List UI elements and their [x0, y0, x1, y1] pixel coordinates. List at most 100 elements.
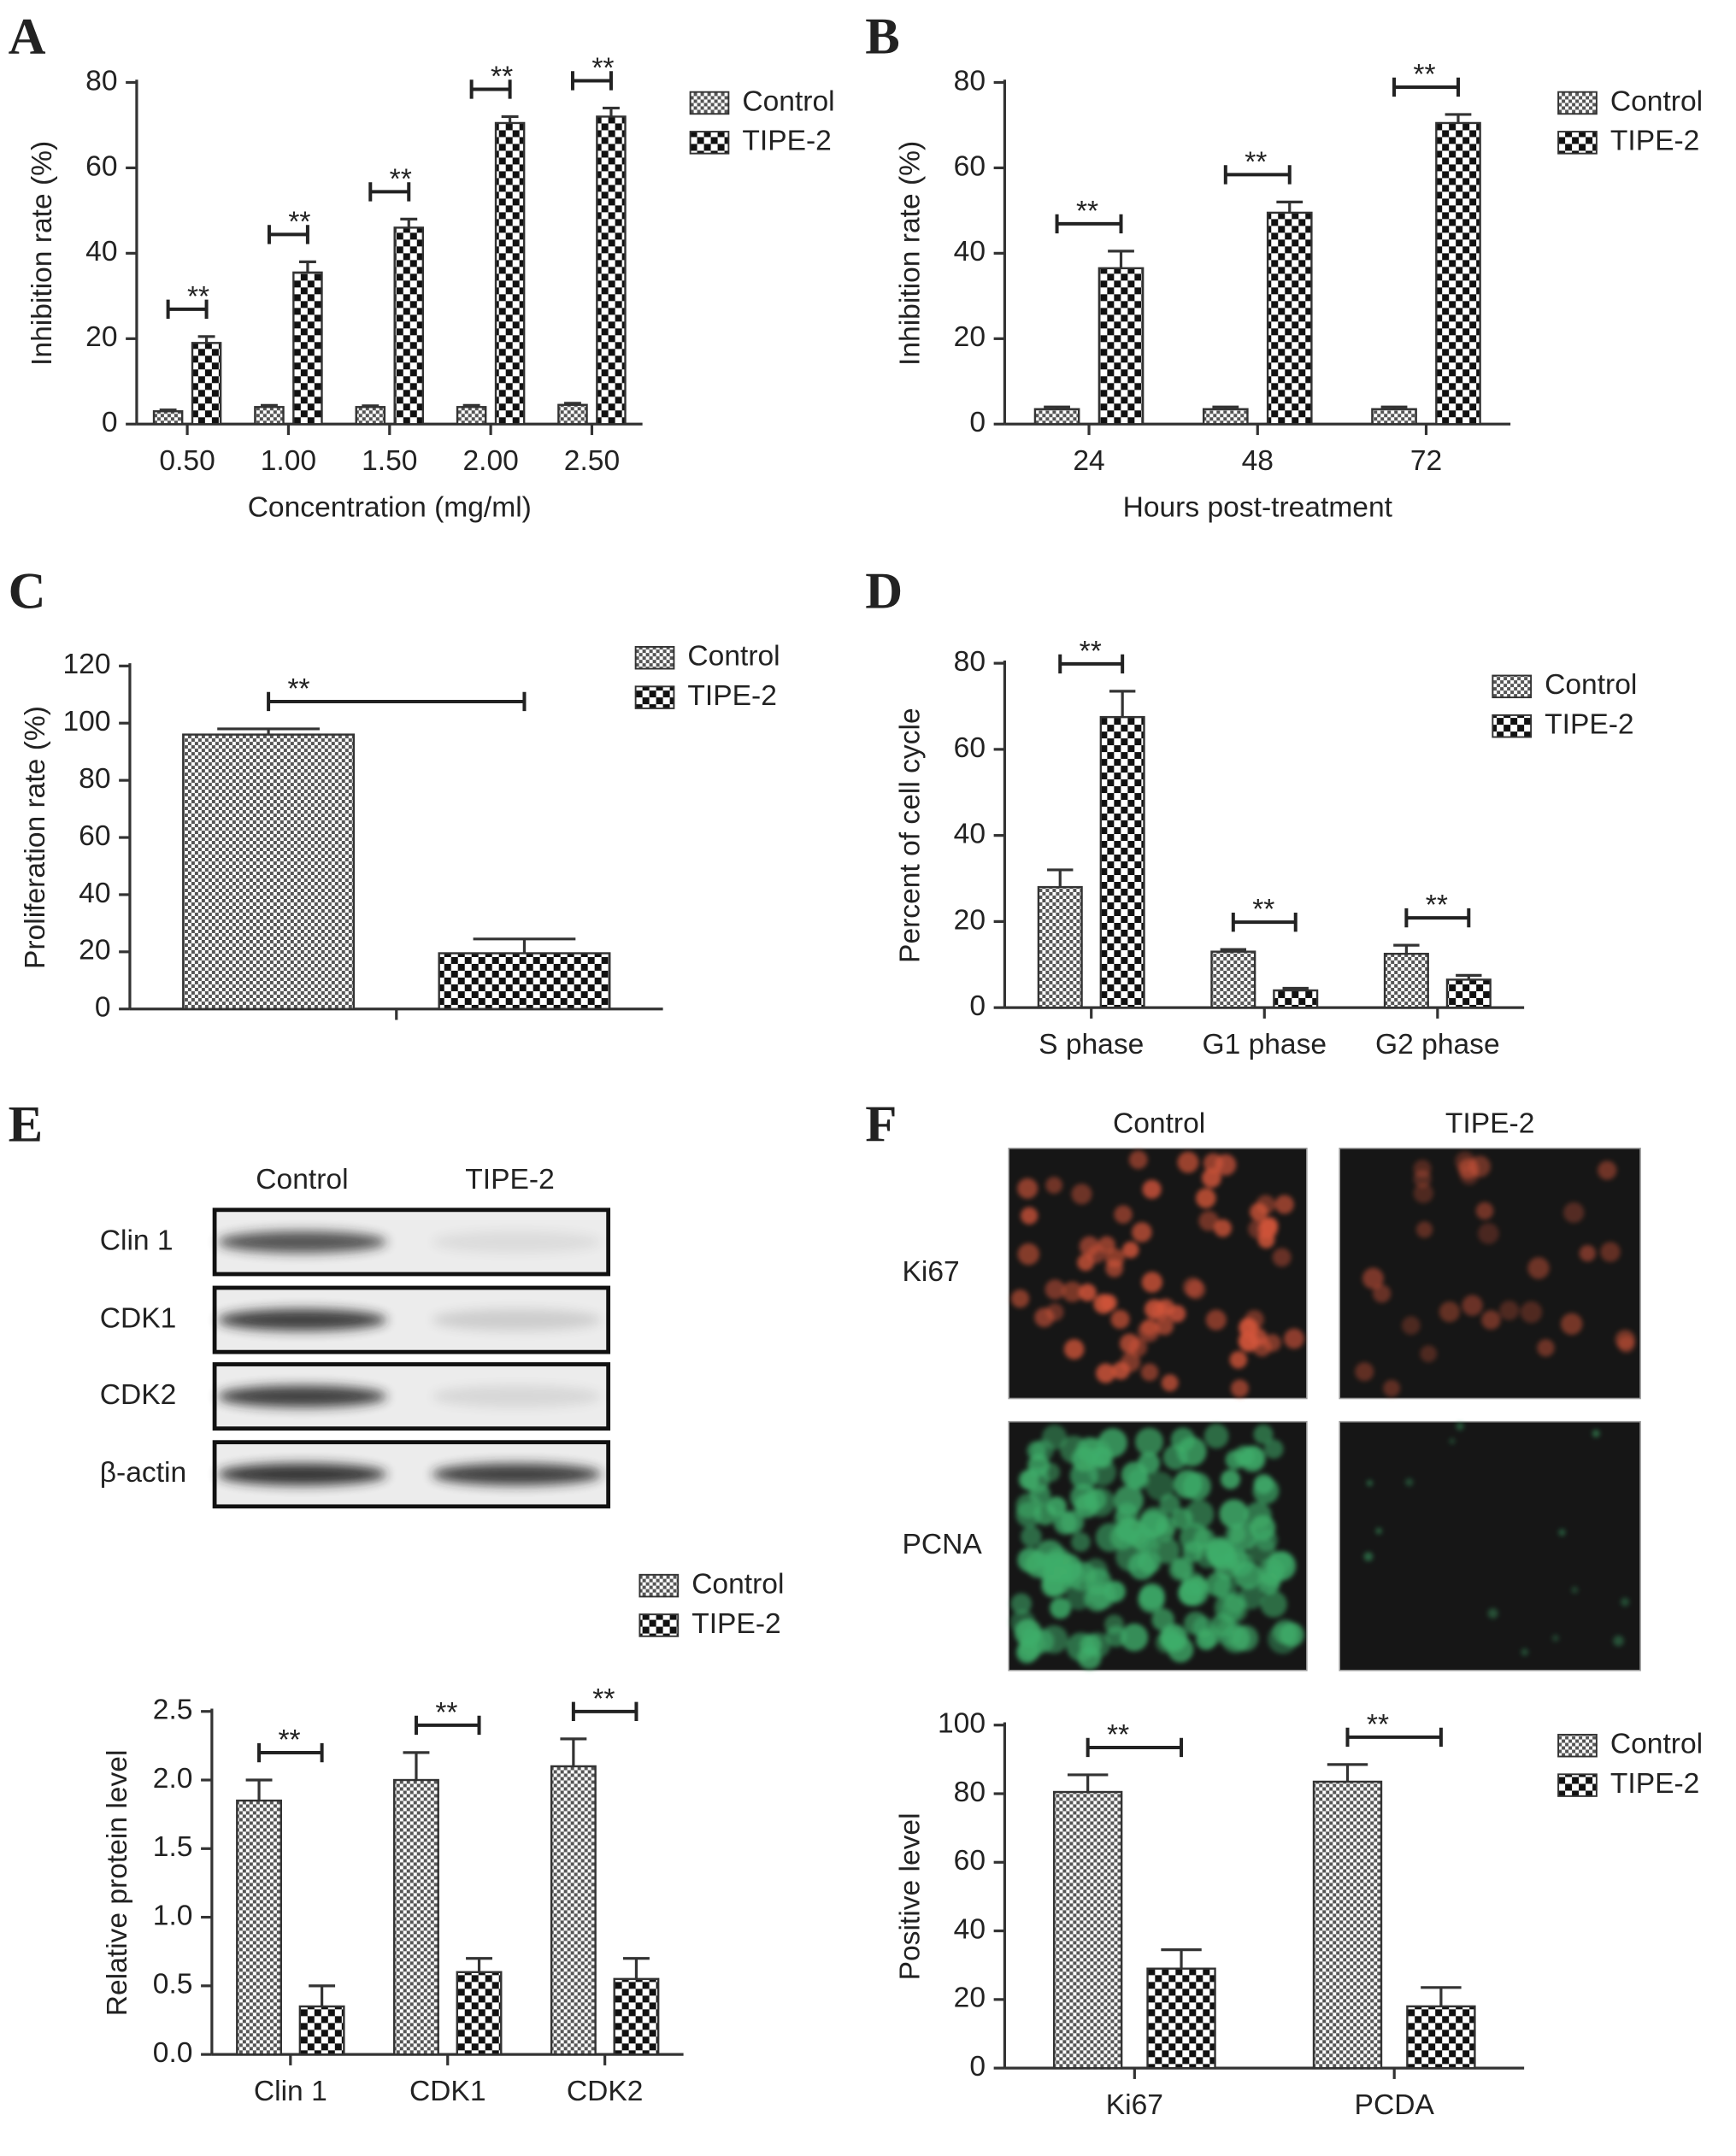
cell: [1263, 1439, 1284, 1460]
bar: [355, 406, 386, 426]
error-bar: [1327, 1763, 1368, 1782]
cell: [1499, 1301, 1520, 1320]
significance-label: **: [1245, 147, 1267, 179]
error-bar: [603, 106, 620, 117]
cell: [1571, 1586, 1579, 1594]
cell: [1176, 1436, 1207, 1466]
y-tick-label: 120: [63, 649, 111, 680]
cell: [1487, 1607, 1498, 1619]
cell: [1160, 1628, 1181, 1648]
cell: [1122, 1241, 1139, 1259]
cell: [1373, 1284, 1392, 1303]
cell: [1615, 1330, 1635, 1350]
cell: [1363, 1552, 1374, 1561]
cell: [1196, 1188, 1216, 1208]
y-tick-label: 20: [79, 935, 110, 966]
y-tick-label: 0.5: [153, 1969, 193, 2000]
cell: [1284, 1328, 1304, 1349]
y-tick-label: 80: [954, 65, 986, 97]
x-tick-label: 2.50: [564, 445, 620, 477]
significance-label: **: [491, 62, 513, 93]
error-bar: [400, 217, 418, 228]
cell: [1201, 1168, 1221, 1188]
error-bar: [1067, 1773, 1109, 1792]
cell: [1449, 1437, 1456, 1444]
cell: [1103, 1614, 1124, 1635]
cell: [1219, 1499, 1249, 1529]
significance-label: **: [390, 163, 412, 195]
bar: [393, 1778, 439, 2056]
cell: [1181, 1571, 1206, 1596]
cell: [1462, 1295, 1483, 1316]
cell: [1021, 1525, 1042, 1548]
bar: [1266, 211, 1313, 426]
error-bar: [362, 404, 380, 408]
x-tick-label: 48: [1242, 445, 1274, 477]
y-tick-label: 20: [85, 321, 117, 353]
bar: [1033, 408, 1080, 426]
error-bar: [1161, 1948, 1202, 1969]
cell: [1045, 1303, 1064, 1321]
cell: [1023, 1466, 1050, 1494]
y-tick-label: 60: [954, 150, 986, 182]
significance-label: **: [278, 1724, 300, 1756]
cell: [1096, 1363, 1116, 1383]
significance-label: **: [1080, 636, 1102, 667]
blot-band: [217, 1231, 387, 1254]
error-bar: [217, 727, 320, 735]
cell: [1145, 1472, 1175, 1501]
significance-label: **: [287, 673, 309, 705]
legend-swatch: [1492, 674, 1533, 699]
cell: [1221, 1595, 1248, 1624]
x-tick-label: CDK2: [567, 2076, 644, 2107]
cell: [1478, 1223, 1499, 1244]
y-axis-label: Positive level: [895, 1812, 927, 1980]
significance-bracket: [1231, 912, 1298, 932]
bar: [596, 115, 627, 426]
y-tick-label: 80: [79, 763, 110, 795]
blot-row-label: CDK1: [100, 1302, 177, 1334]
cell: [1241, 1446, 1264, 1469]
cell: [1413, 1169, 1432, 1188]
legend-label: TIPE-2: [691, 1608, 781, 1640]
legend-label: TIPE-2: [742, 126, 832, 157]
panel-label: B: [865, 8, 900, 65]
significance-bracket: [1086, 1737, 1184, 1758]
cell: [1017, 1178, 1039, 1199]
legend-swatch: [634, 685, 675, 709]
cell: [1127, 1552, 1156, 1580]
error-bar: [466, 1957, 492, 1972]
cell: [1110, 1309, 1130, 1329]
error-bar: [1276, 200, 1303, 213]
x-tick-label: 2.00: [462, 445, 518, 477]
y-axis-label: Inhibition rate (%): [895, 141, 927, 366]
x-tick-label: S phase: [1039, 1029, 1144, 1060]
blot-row-label: β-actin: [100, 1457, 186, 1489]
bar: [191, 342, 222, 426]
cell: [1203, 1424, 1229, 1448]
cell: [1205, 1309, 1227, 1331]
significance-label: **: [435, 1697, 457, 1729]
cell: [1366, 1479, 1373, 1487]
significance-bracket: [267, 225, 309, 244]
error-bar: [309, 1984, 336, 2006]
cell: [1551, 1634, 1559, 1642]
cell: [1402, 1316, 1421, 1335]
legend-swatch: [638, 1613, 680, 1637]
cell: [1558, 1529, 1566, 1536]
significance-bracket: [1404, 908, 1471, 928]
significance-bracket: [1055, 214, 1123, 234]
cell: [1186, 1279, 1206, 1300]
cell: [1460, 1166, 1479, 1185]
error-bar: [462, 403, 480, 408]
error-bar: [1421, 1986, 1462, 2006]
cell: [1274, 1195, 1294, 1214]
y-tick-label: 100: [938, 1708, 986, 1740]
cell: [1592, 1430, 1600, 1437]
legend-swatch: [634, 645, 675, 670]
cell: [1520, 1301, 1543, 1324]
error-bar: [245, 1778, 273, 1801]
legend-label: Control: [1545, 669, 1637, 701]
y-tick-label: 40: [79, 878, 110, 909]
